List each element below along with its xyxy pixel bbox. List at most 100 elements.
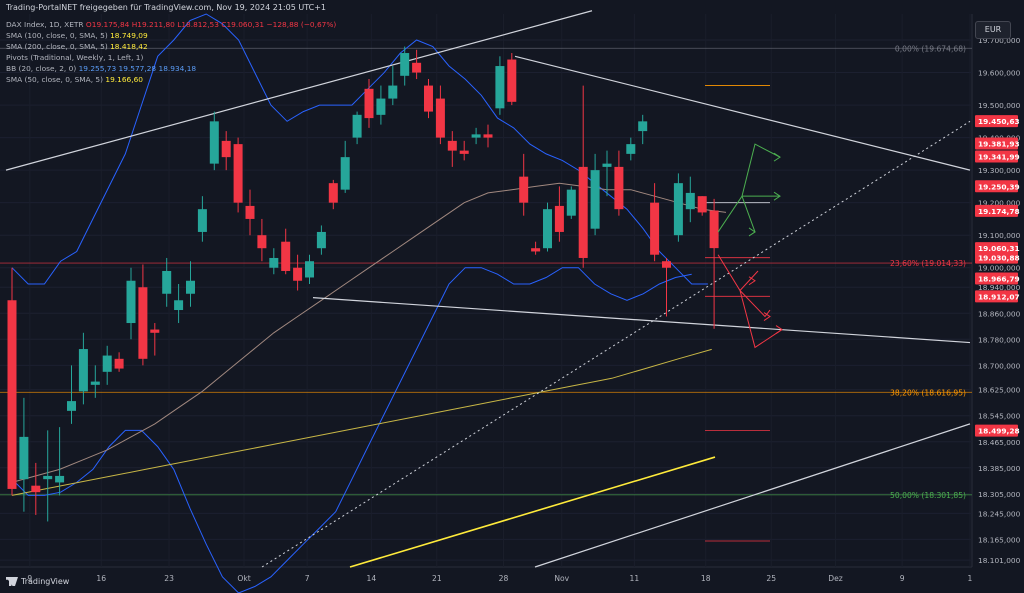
share-title: Trading-PortalNET freigegeben für Tradin… [6, 3, 326, 12]
legend-row-bb[interactable]: BB (20, close, 2, 0) 19.255,73 19.577,28… [6, 64, 197, 73]
x-tick-label: 9 [27, 574, 32, 583]
candle-body [543, 209, 552, 249]
candle-body [7, 300, 17, 489]
price-label-text: 18.499,28 [978, 427, 1020, 436]
x-tick-label: 11 [630, 574, 640, 583]
sma200-line [349, 456, 716, 568]
tradingview-icon [6, 577, 18, 586]
candle-body [293, 267, 303, 281]
trendline-lower-channel [534, 423, 971, 568]
y-tick-label: 19.200,000 [978, 199, 1021, 208]
price-label-text: 19.250,39 [978, 182, 1020, 191]
bearish-scenario-arrows [717, 254, 783, 349]
candle-body [590, 170, 600, 229]
candle-body [662, 261, 671, 268]
x-tick-label: 21 [432, 574, 442, 583]
candle-body [162, 270, 172, 294]
x-tick-label: 18 [701, 574, 711, 583]
bullish-scenario-arrows [717, 143, 781, 233]
arrow-head [773, 152, 781, 162]
legend-row-pivots[interactable]: Pivots (Traditional, Weekly, 1, Left, 1) [6, 53, 144, 62]
x-tick-label: 14 [367, 574, 377, 583]
legend-row-sma50[interactable]: SMA (50, close, 0, SMA, 5) 19.166,60 [6, 75, 143, 84]
candle-body [233, 144, 243, 203]
candle-body [376, 98, 386, 115]
x-tick-label: 7 [305, 574, 310, 583]
legend-row-symbol[interactable]: DAX Index, 1D, XETR O19.175,84 H19.211,8… [6, 20, 337, 29]
legend-row-sma100[interactable]: SMA (100, close, 0, SMA, 5) 18.749,09 [6, 31, 148, 40]
candle-body [531, 248, 541, 252]
candle-body [709, 210, 719, 249]
candle-body [626, 144, 636, 154]
y-tick-label: 18.545,000 [978, 412, 1021, 421]
fib-level-label: 23,60% (19.014,33) [890, 259, 966, 268]
fib-level-label: 38,20% (18.616,95) [890, 388, 966, 397]
price-label-text: 19.030,88 [978, 254, 1020, 263]
candle-body [400, 53, 410, 76]
price-label-box [975, 290, 1018, 303]
candle-body [281, 241, 291, 271]
candle-body [507, 59, 517, 102]
y-tick-label: 18.101,000 [978, 556, 1021, 565]
price-label-text: 18.912,07 [978, 292, 1020, 301]
fib-level-label: 0,00% (19.674,68) [895, 44, 966, 53]
price-label-text: 18.966,79 [978, 275, 1020, 284]
candle-body [519, 176, 529, 203]
x-tick-label: 1 [968, 574, 973, 583]
candle-body [578, 166, 588, 258]
price-label-text: 19.341,99 [978, 152, 1020, 161]
candle-body [340, 157, 350, 190]
x-tick-label: Dez [828, 574, 843, 583]
candle-body [174, 300, 184, 311]
indicator-legend: DAX Index, 1D, XETR O19.175,84 H19.211,8… [6, 19, 336, 85]
price-label-text: 19.381,93 [978, 139, 1020, 148]
y-tick-label: 18.940,000 [978, 283, 1021, 292]
trendline-upper [5, 10, 593, 171]
candle-body [471, 134, 481, 138]
y-tick-label: 19.100,000 [978, 231, 1021, 240]
arrow-head [773, 191, 781, 201]
sma100-line [11, 348, 712, 496]
price-label-box [975, 424, 1018, 437]
x-tick-label: Okt [237, 574, 250, 583]
legend-row-sma200[interactable]: SMA (200, close, 0, SMA, 5) 18.418,42 [6, 42, 148, 51]
candle-body [459, 150, 469, 154]
y-tick-label: 18.385,000 [978, 464, 1021, 473]
trendline-resistance [514, 55, 971, 171]
y-tick-label: 18.700,000 [978, 361, 1021, 370]
candle-body [566, 189, 576, 216]
bb-lower-line [11, 267, 692, 593]
x-tick-label: 25 [766, 574, 776, 583]
candle-body [447, 140, 457, 151]
y-tick-label: 18.625,000 [978, 386, 1021, 395]
candle-body [209, 121, 219, 164]
candle-body [126, 280, 136, 324]
y-tick-label: 18.165,000 [978, 535, 1021, 544]
candle-body [197, 209, 207, 232]
candle-body [19, 436, 29, 480]
candle-body [495, 66, 505, 109]
fib-level-label: 50,00% (18.301,85) [890, 491, 966, 500]
candle-body [67, 401, 76, 411]
candle-body [650, 202, 660, 255]
candle-body [614, 166, 624, 210]
candle-body [43, 475, 53, 480]
candle-body [245, 205, 255, 219]
candle-body [697, 196, 707, 213]
currency-button[interactable]: EUR [975, 21, 1011, 39]
candle-body [31, 485, 41, 493]
y-tick-label: 18.305,000 [978, 490, 1021, 499]
candle-body [78, 349, 88, 392]
candle-body [424, 85, 433, 112]
tradingview-logo[interactable]: TradingView [6, 577, 69, 586]
candle-body [269, 257, 279, 268]
candle-body [316, 231, 326, 249]
y-tick-label: 18.780,000 [978, 335, 1021, 344]
price-label-box [975, 204, 1018, 217]
price-label-box [975, 242, 1018, 255]
candle-body [673, 183, 683, 236]
y-tick-label: 19.500,000 [978, 101, 1021, 110]
trendline-support [312, 297, 971, 344]
